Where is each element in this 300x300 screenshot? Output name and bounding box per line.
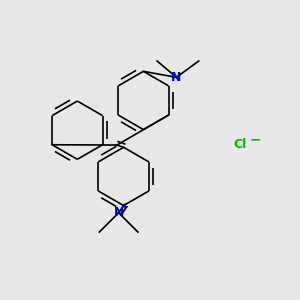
Text: N: N <box>113 206 124 219</box>
Text: +: + <box>121 202 129 212</box>
Text: −: − <box>250 133 261 147</box>
Text: Cl: Cl <box>233 138 247 151</box>
Text: N: N <box>171 71 182 84</box>
